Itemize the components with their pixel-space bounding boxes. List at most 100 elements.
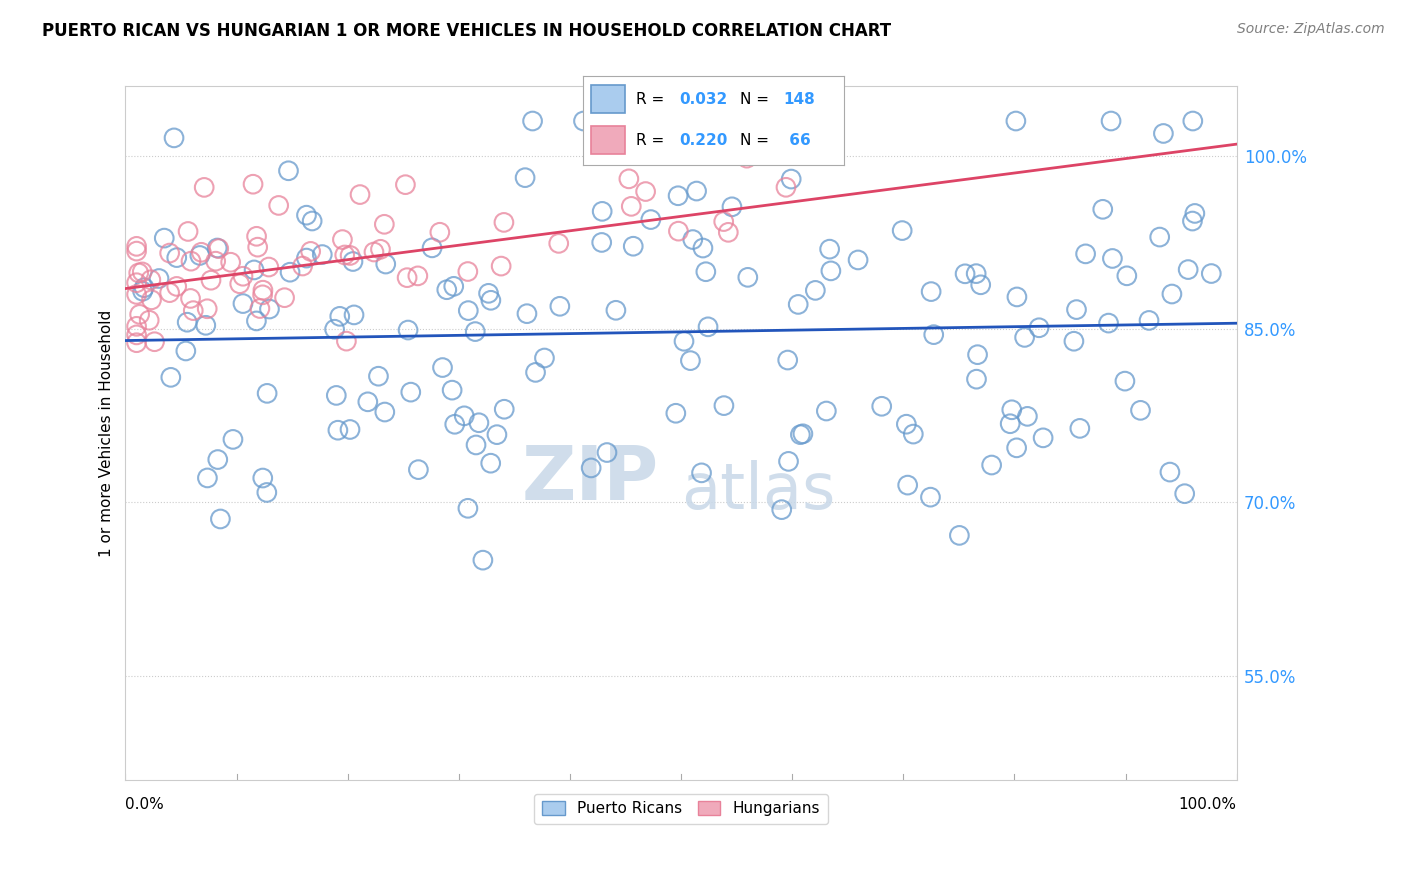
Point [190,245,212,260]
Point [259,301,281,316]
Point [273,291,295,305]
Point [394,178,416,192]
Point [177,224,200,238]
Point [695,265,717,279]
Point [1066,302,1088,317]
Point [513,170,536,185]
Point [471,553,494,567]
Point [717,225,740,239]
Point [311,247,333,261]
Point [591,235,613,250]
Point [970,277,993,292]
Point [1159,465,1181,479]
Point [1101,252,1123,266]
Point [222,433,245,447]
Point [1184,206,1206,220]
Point [180,254,202,268]
Point [1032,431,1054,445]
Point [1099,114,1122,128]
Point [200,273,222,287]
Point [1137,313,1160,327]
Point [408,462,430,476]
Point [1001,402,1024,417]
Point [697,319,720,334]
Point [441,383,464,397]
Point [948,528,970,542]
Point [672,334,695,349]
Point [1005,441,1028,455]
Point [138,313,160,327]
Point [256,485,278,500]
Point [735,151,758,165]
Point [291,259,314,273]
Point [522,114,544,128]
Point [1114,374,1136,388]
Point [713,214,735,228]
Text: Source: ZipAtlas.com: Source: ZipAtlas.com [1237,22,1385,37]
Point [682,233,704,247]
Point [1028,320,1050,334]
Point [252,283,274,297]
Point [547,236,569,251]
Point [1005,114,1028,128]
Text: 0.0%: 0.0% [125,797,165,812]
Point [125,319,148,334]
Point [605,303,627,318]
Point [1074,247,1097,261]
Point [789,427,811,442]
Point [621,239,644,253]
Point [713,399,735,413]
Point [246,240,269,254]
Point [257,260,280,274]
Point [219,255,242,269]
Point [373,217,395,231]
Point [1174,486,1197,500]
Point [721,200,744,214]
Point [367,369,389,384]
Point [1149,230,1171,244]
Point [176,315,198,329]
Point [548,299,571,313]
Point [1017,409,1039,424]
Point [953,267,976,281]
Point [818,242,841,256]
Point [804,284,827,298]
Point [277,163,299,178]
Point [267,198,290,212]
Point [349,187,371,202]
Point [492,215,515,229]
Point [1097,316,1119,330]
Point [166,279,188,293]
Point [242,178,264,192]
Point [965,267,987,281]
Point [128,266,150,280]
Point [1115,268,1137,283]
Point [443,417,465,432]
Text: 0.032: 0.032 [679,92,728,106]
Text: N =: N = [740,133,773,147]
Point [516,307,538,321]
Point [690,466,713,480]
Point [572,114,595,128]
Point [153,231,176,245]
Point [370,242,392,256]
Point [207,452,229,467]
Point [245,314,267,328]
Point [420,241,443,255]
Point [166,251,188,265]
Point [208,242,231,256]
Point [1005,290,1028,304]
Point [778,454,800,468]
Point [897,478,920,492]
Point [295,208,318,222]
Point [343,308,366,322]
Point [325,388,347,402]
Point [335,334,357,348]
Point [148,271,170,285]
Point [299,244,322,259]
Point [980,458,1002,472]
Point [188,248,211,262]
Point [332,233,354,247]
Point [249,301,271,316]
Point [1091,202,1114,217]
